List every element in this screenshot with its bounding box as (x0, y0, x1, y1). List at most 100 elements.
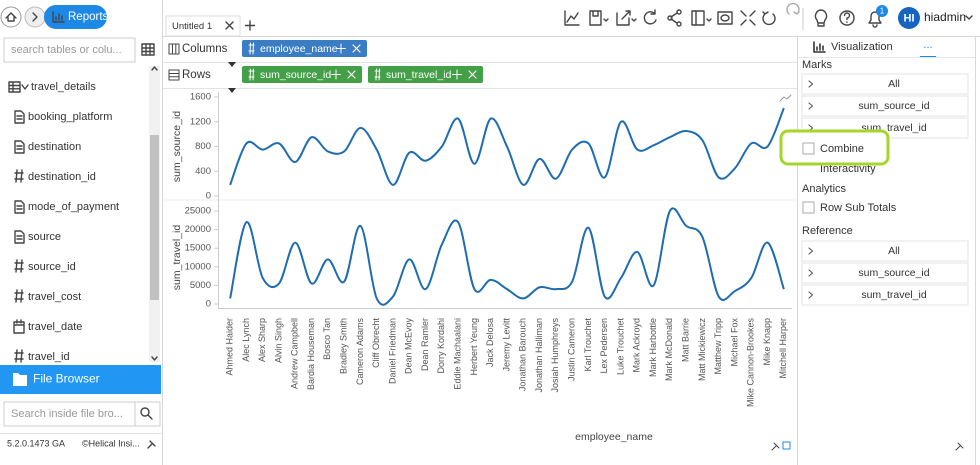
grid-toggle[interactable] (141, 43, 155, 56)
field-pill[interactable] (368, 66, 483, 83)
expand-caret (21, 84, 29, 90)
toolbar-button[interactable] (717, 11, 733, 25)
field-item[interactable]: source (28, 231, 61, 243)
pill-remove[interactable] (352, 44, 361, 53)
pill-label: sum_travel_id (386, 69, 452, 81)
y-tick-label: 5000 (190, 280, 211, 291)
combine-checkbox[interactable] (802, 142, 815, 155)
chart-footer-icon (782, 441, 791, 450)
file-search-button[interactable] (134, 401, 161, 427)
x-tick-label: Jonathan Halliman (534, 318, 544, 393)
help-button[interactable] (839, 10, 855, 26)
field-item[interactable]: destination (28, 141, 81, 153)
section-title: Reference (802, 225, 853, 237)
x-tick-label: Bosco Tan (322, 318, 332, 360)
x-tick-label: Lex Pedersen (599, 318, 609, 374)
visualization-icon (813, 41, 826, 53)
x-tick-label: Karl Trouchet (583, 318, 593, 372)
interactivity-label[interactable]: Interactivity (820, 163, 876, 175)
row-subtotals-checkbox[interactable] (802, 201, 815, 214)
accordion-row[interactable] (801, 73, 969, 95)
notifications-button[interactable] (868, 11, 882, 28)
tips-button[interactable] (814, 9, 828, 27)
pill-type-icon (248, 68, 255, 81)
toolbar-button[interactable] (564, 10, 580, 26)
x-tick-label: Jack Delosa (485, 318, 495, 367)
user-name[interactable]: hiadmin (924, 10, 966, 24)
pill-remove[interactable] (468, 70, 477, 79)
pill-remove[interactable] (347, 70, 356, 79)
field-item[interactable]: destination_id (28, 171, 96, 183)
pill-type-icon (248, 42, 255, 55)
x-tick-label: Dean McEvoy (404, 318, 414, 375)
search-icon (140, 407, 153, 420)
x-tick-label: Ahmed Haider (225, 318, 235, 376)
tab-close (225, 21, 234, 30)
field-pill[interactable] (242, 40, 367, 57)
breadcrumb-next[interactable] (24, 6, 46, 28)
toolbar-button[interactable] (616, 10, 637, 26)
accordion-chevron (808, 102, 814, 110)
file-search[interactable] (3, 401, 136, 427)
x-tick-label: Mark Harbottle (648, 318, 658, 377)
field-item[interactable]: source_id (28, 261, 76, 273)
toolbar-button[interactable] (740, 10, 756, 26)
notification-count: 1 (880, 7, 885, 16)
panel-tab[interactable]: Visualization (831, 41, 893, 53)
field-item[interactable]: booking_platform (28, 111, 112, 123)
x-tick-label: Matthew Tripp (713, 318, 723, 375)
accordion-row[interactable] (801, 240, 969, 262)
avatar-initials: HI (904, 12, 915, 24)
tab[interactable] (165, 15, 241, 37)
field-pill[interactable] (242, 66, 362, 83)
field-item[interactable]: travel_id (28, 351, 70, 363)
toolbar-button[interactable] (667, 9, 682, 27)
accordion-row[interactable] (801, 95, 969, 117)
y-tick-label: 0 (206, 299, 211, 310)
x-tick-label: Alec Lynch (241, 318, 251, 362)
scrollbar-thumb[interactable] (150, 135, 159, 300)
x-tick-label: Mark McDonald (664, 318, 674, 381)
x-tick-label: Herbert Yeung (469, 318, 479, 376)
x-tick-label: Mike Cannon-Brookes (746, 318, 756, 408)
toolbar-button[interactable] (762, 11, 776, 26)
section-title: Marks (802, 59, 832, 71)
x-axis-title: employee_name (575, 431, 653, 443)
x-tick-label: Michael Fox (729, 318, 739, 367)
accordion-chevron (808, 269, 814, 277)
x-tick-label: Luke Trouchet (615, 318, 625, 376)
file-search-placeholder: Search inside file bro... (11, 408, 123, 420)
rows-icon (168, 69, 180, 81)
x-tick-label: Cameron Adams (355, 318, 365, 386)
field-item[interactable]: travel_cost (28, 291, 81, 303)
field-item[interactable]: mode_of_payment (28, 201, 119, 213)
x-tick-label: Justin Cameron (567, 318, 577, 381)
accordion-chevron (808, 247, 814, 255)
accordion-row[interactable] (801, 284, 969, 306)
accordion-row[interactable] (801, 262, 969, 284)
table-search[interactable] (3, 37, 136, 63)
panel-pin (955, 442, 964, 451)
shelf-caret (228, 62, 236, 67)
toolbar-button[interactable] (691, 10, 712, 26)
toolbar-button[interactable] (643, 9, 657, 25)
scroll-down (151, 356, 158, 361)
date-field-icon (13, 319, 25, 334)
y-tick-label: 1200 (190, 116, 211, 127)
number-field-icon (14, 169, 24, 183)
field-item[interactable]: travel_date (28, 321, 82, 333)
toolbar-button[interactable] (786, 2, 800, 15)
x-tick-label: Dorry Kordahi (436, 318, 446, 374)
avatar[interactable] (898, 7, 920, 29)
x-tick-label: Alex Sharp (257, 318, 267, 362)
reports-button[interactable] (44, 5, 107, 29)
columns-icon (168, 43, 180, 55)
field-item[interactable]: travel_details (31, 81, 96, 93)
series-line (229, 107, 785, 186)
x-tick-label: Alvin Singh (273, 318, 283, 363)
panel-more[interactable]: ... (923, 39, 932, 51)
toolbar-button[interactable] (589, 10, 609, 26)
home-button[interactable] (0, 6, 22, 28)
y-tick-label: 15000 (185, 243, 211, 254)
